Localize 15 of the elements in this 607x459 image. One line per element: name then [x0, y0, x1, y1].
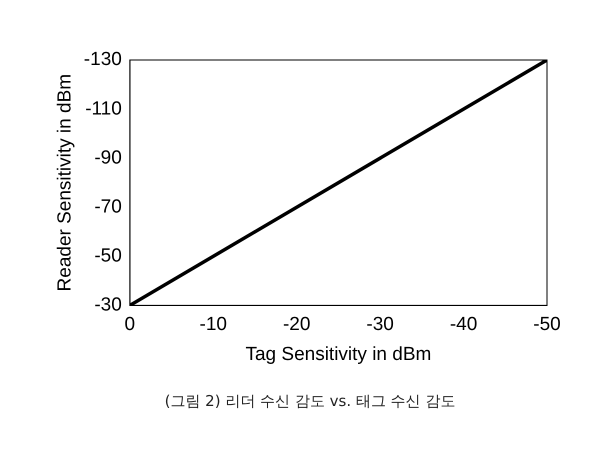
x-tick-label: 0	[124, 314, 136, 336]
y-tick-label: -110	[85, 98, 122, 120]
x-axis-title: Tag Sensitivity in dBm	[245, 344, 432, 365]
x-tick-label: -10	[200, 314, 227, 336]
x-tick-label: -30	[366, 314, 394, 336]
y-tick-label: -130	[84, 49, 122, 70]
y-tick-label: -50	[94, 246, 122, 267]
x-tick-label: -40	[450, 314, 478, 336]
y-tick-label: -90	[94, 147, 122, 168]
y-axis-title: Reader Sensitivity in dBm	[54, 74, 76, 292]
y-tick-label: -30	[94, 294, 122, 316]
x-tick-label: -20	[282, 314, 310, 336]
x-tick-label: -50	[533, 314, 561, 336]
text: (그림 2) 리더 수신 감도 vs. 태그 수신 감도	[164, 392, 456, 411]
y-tick-label: -70	[94, 196, 122, 218]
